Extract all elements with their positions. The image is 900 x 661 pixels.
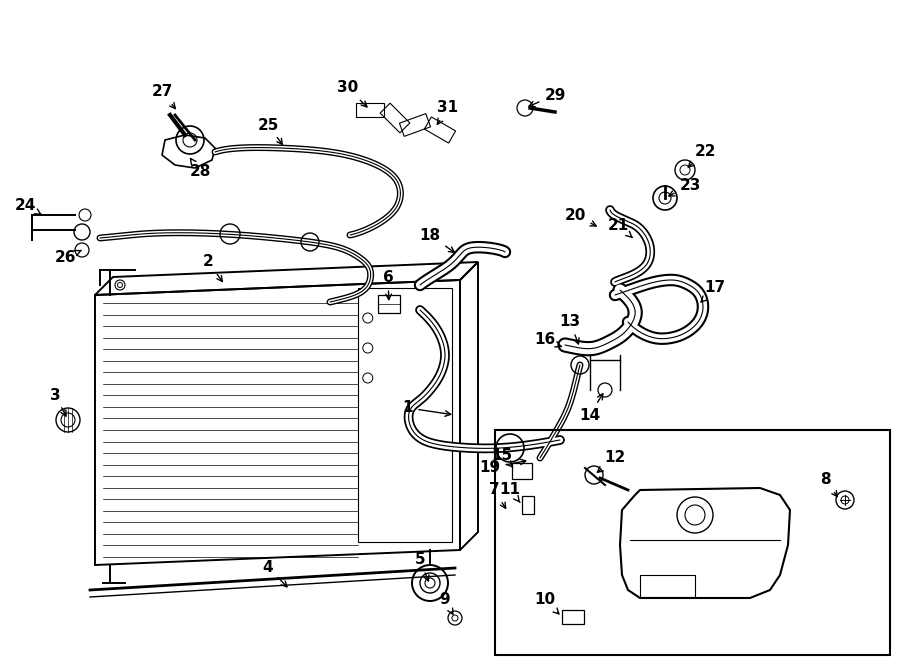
Text: 21: 21 [608, 217, 632, 237]
Text: 28: 28 [189, 159, 211, 180]
Text: 6: 6 [382, 270, 393, 299]
Text: 17: 17 [701, 280, 725, 302]
Text: 15: 15 [491, 447, 513, 467]
Text: 27: 27 [151, 85, 176, 108]
Text: 26: 26 [54, 251, 81, 266]
Text: 29: 29 [529, 87, 566, 106]
Text: 12: 12 [598, 451, 626, 472]
Bar [495, 430, 890, 655]
Text: 31: 31 [437, 100, 459, 124]
Bar [522, 496, 534, 514]
Text: 4: 4 [263, 559, 287, 587]
Text: 1: 1 [403, 401, 451, 416]
Text: 23: 23 [669, 178, 701, 196]
Text: 2: 2 [202, 254, 222, 282]
Text: 19: 19 [480, 459, 526, 475]
Text: 24: 24 [14, 198, 41, 214]
Text: 18: 18 [419, 227, 454, 253]
Text: 25: 25 [257, 118, 283, 145]
Bar [358, 288, 452, 542]
Text: 8: 8 [820, 473, 837, 496]
Text: 22: 22 [688, 145, 716, 167]
Bar [512, 463, 532, 479]
Text: 16: 16 [535, 332, 562, 348]
Text: 13: 13 [560, 315, 580, 344]
Text: 7: 7 [489, 483, 506, 508]
Text: 3: 3 [50, 387, 66, 416]
Text: 20: 20 [564, 208, 596, 226]
Text: 11: 11 [500, 483, 520, 502]
Text: 9: 9 [440, 592, 453, 614]
Bar [640, 575, 695, 597]
Text: 10: 10 [535, 592, 559, 614]
Bar [378, 295, 400, 313]
Text: 14: 14 [580, 394, 603, 422]
Bar [562, 610, 584, 624]
Text: 5: 5 [415, 553, 429, 581]
Text: 30: 30 [338, 81, 367, 107]
